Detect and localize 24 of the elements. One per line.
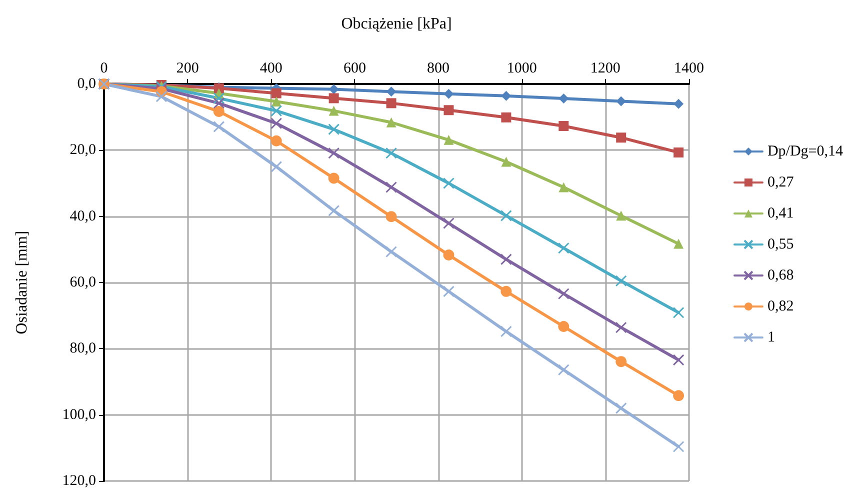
x-tick-label: 1400 [674, 60, 704, 76]
x-tick-label: 200 [176, 60, 199, 76]
x-tick-label: 600 [343, 60, 366, 76]
y-axis-title: Osiadanie [mm] [14, 230, 30, 334]
legend-label: 1 [767, 330, 775, 346]
legend-label: 0,68 [767, 268, 794, 284]
legend-label: 0,27 [767, 174, 794, 190]
x-tick-label: 800 [427, 60, 450, 76]
legend-label: 0,41 [767, 206, 794, 222]
x-tick-label: 400 [260, 60, 282, 76]
legend-label: Dp/Dg=0,14 [767, 144, 844, 160]
x-tick-label: 0 [100, 60, 108, 76]
y-tick-label: 40,0 [70, 208, 96, 224]
y-tick-label: 0,0 [77, 76, 96, 92]
y-tick-label: 60,0 [70, 274, 96, 290]
legend-label: 0,82 [767, 298, 794, 314]
x-axis-title: Obciążenie [kPa] [341, 16, 452, 32]
legend-label: 0,55 [767, 236, 794, 252]
x-tick-label: 1200 [590, 60, 620, 76]
x-tick-label: 1000 [506, 60, 537, 76]
y-tick-label: 20,0 [70, 142, 96, 158]
y-tick-label: 120,0 [62, 473, 96, 489]
y-tick-label: 80,0 [70, 340, 96, 357]
y-tick-label: 100,0 [62, 406, 96, 423]
